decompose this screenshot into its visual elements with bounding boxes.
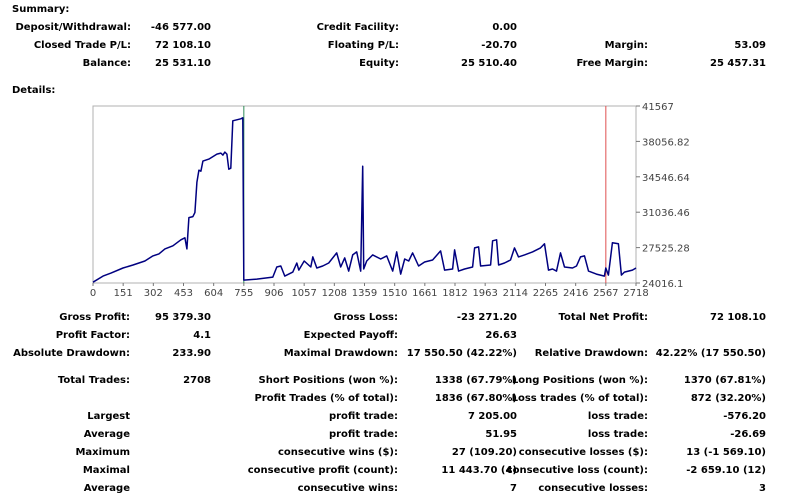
equity-label: Equity: [359, 58, 399, 69]
loss-trades-label: Loss trades (% of total): [511, 393, 648, 404]
x-tick-label: 1812 [442, 288, 467, 299]
details-heading: Details: [12, 85, 56, 96]
maximal-consecutive-loss-value: -2 659.10 (12) [686, 465, 766, 476]
absolute-drawdown-value: 233.90 [172, 348, 211, 359]
profit-factor-label: Profit Factor: [55, 330, 130, 341]
x-tick-label: 453 [174, 288, 193, 299]
average-consecutive-wins-value: 7 [510, 483, 517, 494]
maximal-consecutive-loss-label: consecutive loss (count): [506, 465, 648, 476]
absolute-drawdown-label: Absolute Drawdown: [13, 348, 130, 359]
total-trades-label: Total Trades: [57, 375, 130, 386]
total-net-profit-value: 72 108.10 [710, 312, 766, 323]
gross-profit-label: Gross Profit: [59, 312, 130, 323]
max-consecutive-losses-label: consecutive losses ($): [518, 447, 648, 458]
relative-drawdown-value: 42.22% (17 550.50) [655, 348, 766, 359]
average-profit-trade-value: 51.95 [485, 429, 517, 440]
floating-pl-label: Floating P/L: [327, 40, 399, 51]
maximum-label: Maximum [75, 447, 130, 458]
closed-pl-label: Closed Trade P/L: [33, 40, 131, 51]
maximal-consecutive-profit-label: consecutive profit (count): [247, 465, 398, 476]
maximal-label: Maximal [82, 465, 130, 476]
average-consecutive-losses-value: 3 [759, 483, 766, 494]
x-tick-label: 1661 [412, 288, 437, 299]
x-tick-label: 0 [90, 288, 96, 299]
gross-loss-value: -23 271.20 [456, 312, 517, 323]
x-tick-label: 2567 [593, 288, 618, 299]
average-profit-trade-label: profit trade: [328, 429, 398, 440]
expected-payoff-value: 26.63 [485, 330, 517, 341]
x-tick-label: 151 [114, 288, 133, 299]
largest-profit-trade-label: profit trade: [328, 411, 398, 422]
profit-trades-value: 1836 (67.80%) [434, 393, 517, 404]
average-consecutive-losses-label: consecutive losses: [538, 483, 648, 494]
relative-drawdown-label: Relative Drawdown: [534, 348, 648, 359]
x-tick-label: 1963 [472, 288, 497, 299]
largest-loss-trade-label: loss trade: [587, 411, 648, 422]
x-tick-label: 2114 [503, 288, 528, 299]
y-tick-label: 38056.82 [642, 137, 690, 148]
total-net-profit-label: Total Net Profit: [558, 312, 648, 323]
x-tick-label: 2265 [533, 288, 558, 299]
largest-label: Largest [87, 411, 130, 422]
gross-profit-value: 95 379.30 [155, 312, 211, 323]
max-consecutive-wins-label: consecutive wins ($): [277, 447, 398, 458]
short-positions-label: Short Positions (won %): [258, 375, 398, 386]
balance-label: Balance: [82, 58, 131, 69]
x-tick-label: 302 [144, 288, 163, 299]
x-tick-label: 755 [234, 288, 253, 299]
average-loss-trade-value: -26.69 [730, 429, 766, 440]
short-positions-value: 1338 (67.79%) [434, 375, 517, 386]
max-consecutive-wins-value: 27 (109.20) [451, 447, 517, 458]
y-tick-label: 41567 [642, 102, 674, 113]
balance-chart-svg: 41567 38056.82 34546.64 31036.46 27525.28 240… [90, 102, 690, 299]
loss-trades-value: 872 (32.20%) [690, 393, 766, 404]
margin-value: 53.09 [734, 40, 766, 51]
margin-label: Margin: [604, 40, 648, 51]
gross-loss-label: Gross Loss: [333, 312, 398, 323]
equity-value: 25 510.40 [461, 58, 517, 69]
profit-factor-value: 4.1 [193, 330, 211, 341]
x-tick-label: 2416 [563, 288, 588, 299]
deposit-value: -46 577.00 [150, 22, 211, 33]
average-consecutive-label: Average [83, 483, 130, 494]
profit-trades-label: Profit Trades (% of total): [254, 393, 398, 404]
summary-heading: Summary: [12, 4, 70, 15]
credit-label: Credit Facility: [316, 22, 399, 33]
plot-frame [92, 105, 637, 284]
total-trades-value: 2708 [183, 375, 211, 386]
y-tick-label: 34546.64 [642, 173, 690, 184]
y-tick-label: 27525.28 [642, 244, 690, 255]
average-label: Average [83, 429, 130, 440]
closed-pl-value: 72 108.10 [155, 40, 211, 51]
x-tick-label: 1359 [352, 288, 377, 299]
free-margin-value: 25 457.31 [710, 58, 766, 69]
deposit-label: Deposit/Withdrawal: [15, 22, 131, 33]
maximal-drawdown-value: 17 550.50 (42.22%) [406, 348, 517, 359]
y-tick-label: 31036.46 [642, 208, 690, 219]
average-consecutive-wins-label: consecutive wins: [297, 483, 398, 494]
x-tick-label: 1208 [322, 288, 347, 299]
balance-series-line [92, 117, 637, 283]
x-tick-label: 2718 [623, 288, 648, 299]
credit-value: 0.00 [492, 22, 517, 33]
largest-loss-trade-value: -576.20 [723, 411, 766, 422]
x-tick-label: 1057 [291, 288, 316, 299]
maximal-consecutive-profit-value: 11 443.70 (4) [441, 465, 517, 476]
y-tick-label: 24016.1 [642, 279, 683, 290]
x-tick-label: 1510 [382, 288, 407, 299]
maximal-drawdown-label: Maximal Drawdown: [283, 348, 398, 359]
average-loss-trade-label: loss trade: [587, 429, 648, 440]
long-positions-label: Long Positions (won %): [511, 375, 648, 386]
balance-value: 25 531.10 [155, 58, 211, 69]
largest-profit-trade-value: 7 205.00 [467, 411, 517, 422]
free-margin-label: Free Margin: [576, 58, 648, 69]
long-positions-value: 1370 (67.81%) [683, 375, 766, 386]
x-tick-label: 604 [204, 288, 223, 299]
x-tick-label: 906 [264, 288, 283, 299]
floating-pl-value: -20.70 [481, 40, 517, 51]
max-consecutive-losses-value: 13 (-1 569.10) [686, 447, 766, 458]
balance-chart: 41567 38056.82 34546.64 31036.46 27525.28 240… [0, 100, 803, 300]
expected-payoff-label: Expected Payoff: [303, 330, 398, 341]
